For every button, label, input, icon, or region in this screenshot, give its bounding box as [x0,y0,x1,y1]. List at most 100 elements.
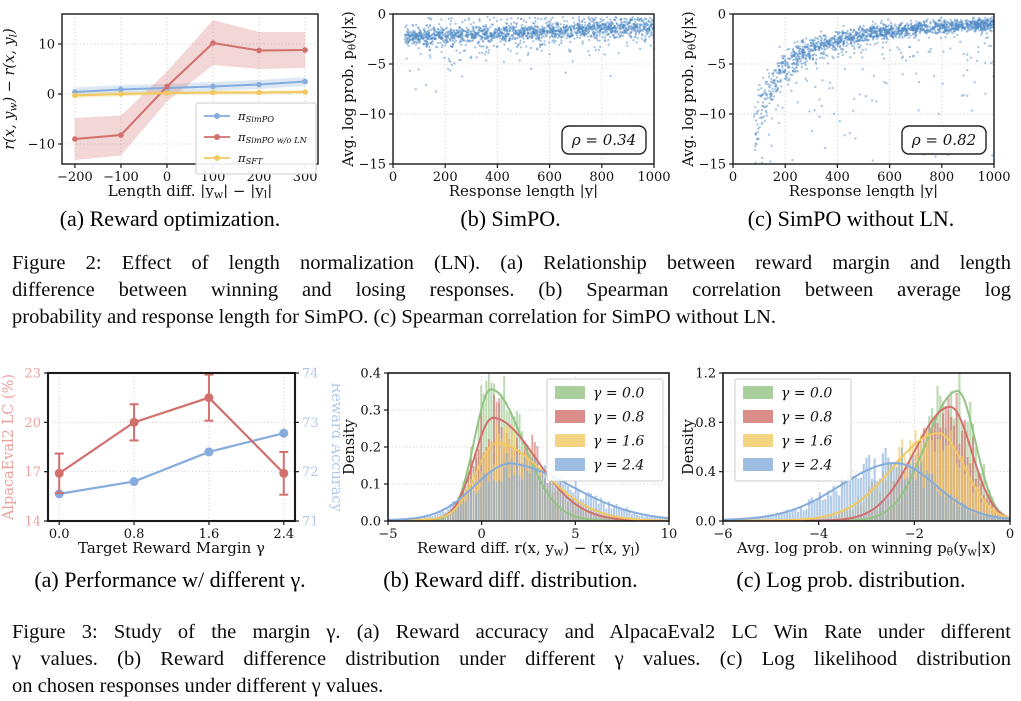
svg-text:−10: −10 [699,108,726,123]
svg-text:0.4: 0.4 [360,367,381,382]
svg-text:−4: −4 [809,527,828,542]
svg-text:Response length |y|: Response length |y| [448,182,597,198]
svg-text:AlpacaEval2 LC (%): AlpacaEval2 LC (%) [1,374,17,521]
figure2-subplot-a: −200 −100 0 100 200 300 −10 0 10 Length diff. |yw… [0,6,340,232]
svg-text:0.4: 0.4 [695,465,716,480]
svg-text:r(x, yw) − r(x, yl): r(x, yw) − r(x, yl) [2,28,20,149]
svg-text:Avg. log prob. pθ(y|x): Avg. log prob. pθ(y|x) [681,11,699,167]
svg-text:10: 10 [38,38,55,53]
svg-text:800: 800 [589,170,614,185]
svg-text:0: 0 [47,88,55,103]
svg-text:−5: −5 [366,58,385,73]
figure3-caption-line1: Figure 3: Study of the margin γ. (a) Rew… [12,621,1011,643]
svg-text:Avg. log prob. pθ(y|x): Avg. log prob. pθ(y|x) [341,11,359,167]
subcaption-fig3a: (a) Performance w/ different γ. [34,567,306,592]
svg-text:1000: 1000 [637,170,670,185]
svg-text:πSFT: πSFT [237,151,264,166]
svg-text:14: 14 [24,515,41,530]
svg-text:5: 5 [571,527,579,542]
svg-text:20: 20 [24,416,41,431]
svg-text:−2: −2 [905,527,924,542]
figure3-subplot-a: 0.0 0.8 1.6 2.4 14 17 20 23 Target Reward Margin… [0,361,340,593]
svg-text:74: 74 [302,367,319,382]
svg-text:Reward Accuracy: Reward Accuracy [328,382,340,512]
svg-text:0.8: 0.8 [695,416,716,431]
figure2-caption-line3: probability and response length for SimP… [12,306,777,328]
figure2-subplot-b: 0 200 400 600 800 1000 0 −5 −10 −15 Response lengt… [341,6,681,232]
figure3-caption: Figure 3: Study of the margin γ. (a) Rew… [12,619,1011,700]
svg-text:−10: −10 [358,108,385,123]
figure2-plots: −200 −100 0 100 200 300 −10 0 10 Length diff. |yw… [0,0,1021,232]
svg-text:1.6: 1.6 [199,527,220,542]
svg-text:0.0: 0.0 [49,527,70,542]
svg-text:−15: −15 [699,158,726,173]
subcaption-fig2c: (c) SimPO without LN. [747,206,955,231]
svg-text:200: 200 [773,170,798,185]
chart-gamma-performance: 0.0 0.8 1.6 2.4 14 17 20 23 Target Reward Margin… [1,367,340,558]
svg-text:0.1: 0.1 [360,478,381,493]
svg-text:200: 200 [432,170,457,185]
svg-text:0: 0 [377,8,385,23]
svg-text:γ = 0.0: γ = 0.0 [781,386,832,402]
svg-text:0.0: 0.0 [695,515,716,530]
svg-text:Density: Density [681,418,697,474]
svg-text:72: 72 [302,465,319,480]
svg-text:400: 400 [825,170,850,185]
svg-text:0: 0 [163,170,171,185]
svg-text:17: 17 [24,465,41,480]
svg-text:ρ = 0.82: ρ = 0.82 [911,131,976,149]
svg-text:πSimPO w/o LN: πSimPO w/o LN [237,130,308,145]
svg-text:γ = 0.8: γ = 0.8 [593,410,644,426]
subcaption-fig2b: (b) SimPO. [460,206,561,231]
figure2-caption: Figure 2: Effect of length normalization… [12,250,1011,331]
svg-text:−5: −5 [707,58,726,73]
svg-text:0: 0 [718,8,726,23]
svg-text:600: 600 [877,170,902,185]
subcaption-fig2a: (a) Reward optimization. [59,206,281,231]
chart-simpo-wo-ln-scatter: 0 200 400 600 800 1000 0 −5 −10 −15 Response lengt… [681,8,1011,199]
svg-text:γ = 0.8: γ = 0.8 [781,410,832,426]
figure3-subplot-b: −5 0 5 10 0.0 0.1 0.2 0.3 0.4 Reward diff. r(x, y… [341,361,681,593]
svg-text:23: 23 [24,367,41,382]
svg-text:71: 71 [302,515,319,530]
svg-text:0: 0 [477,527,485,542]
svg-text:1000: 1000 [977,170,1010,185]
chart-log-prob-distribution: −6 −4 −2 0 0.0 0.4 0.8 1.2 Avg. log prob. on win… [681,367,1014,559]
svg-text:Reward diff. r(x, yw) − r(x, y: Reward diff. r(x, yw) − r(x, yl) [416,539,639,559]
svg-text:1.2: 1.2 [695,367,716,382]
svg-text:0: 0 [388,170,396,185]
svg-text:Density: Density [342,418,358,474]
svg-text:0: 0 [729,170,737,185]
figure2-caption-line1: Figure 2: Effect of length normalization… [12,252,1011,274]
svg-text:Length diff. |yw| − |yl|: Length diff. |yw| − |yl| [108,182,273,198]
svg-text:ρ = 0.34: ρ = 0.34 [570,131,635,149]
svg-text:−6: −6 [713,527,732,542]
svg-text:73: 73 [302,416,319,431]
subcaption-fig3b: (b) Reward diff. distribution. [383,567,638,592]
svg-text:Avg. log prob. on winning pθ(y: Avg. log prob. on winning pθ(yw|x) [736,539,996,559]
figure3-caption-line2: γ values. (b) Reward difference distribu… [12,648,1011,670]
svg-text:0.8: 0.8 [124,527,145,542]
svg-text:Target Reward Margin γ: Target Reward Margin γ [78,539,265,557]
svg-text:0.3: 0.3 [360,404,381,419]
svg-text:γ = 2.4: γ = 2.4 [593,458,644,474]
svg-text:γ = 1.6: γ = 1.6 [593,434,644,450]
svg-text:−15: −15 [358,158,385,173]
svg-text:−100: −100 [103,170,139,185]
svg-text:10: 10 [660,527,677,542]
chart-simpo-scatter: 0 200 400 600 800 1000 0 −5 −10 −15 Response lengt… [341,8,671,199]
svg-text:γ = 1.6: γ = 1.6 [781,434,832,450]
svg-text:−200: −200 [57,170,93,185]
figure2-subplot-c: 0 200 400 600 800 1000 0 −5 −10 −15 Response lengt… [681,6,1021,232]
svg-text:0: 0 [1006,527,1014,542]
figure3-plots: 0.0 0.8 1.6 2.4 14 17 20 23 Target Reward Margin… [0,355,1021,593]
svg-text:800: 800 [929,170,954,185]
svg-text:γ = 0.0: γ = 0.0 [593,386,644,402]
svg-text:γ = 2.4: γ = 2.4 [781,458,832,474]
figure2-caption-line2: difference between winning and losing re… [12,279,1011,301]
svg-text:0.0: 0.0 [360,515,381,530]
subcaption-fig3c: (c) Log prob. distribution. [736,567,966,592]
figure3-caption-line3: on chosen responses under different γ va… [12,675,384,697]
